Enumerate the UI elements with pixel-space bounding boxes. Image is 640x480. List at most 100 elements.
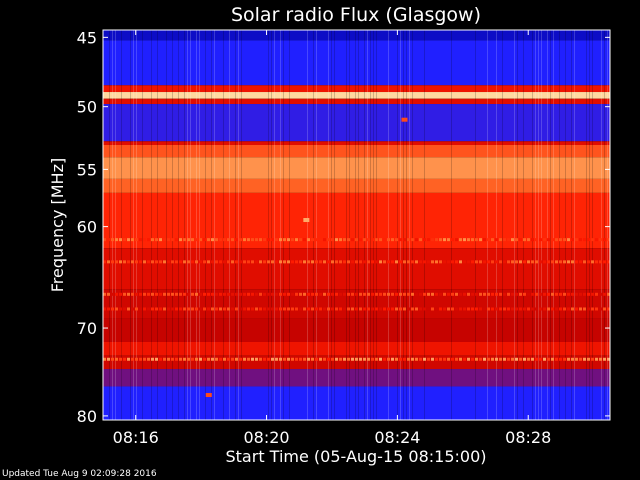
frequency-band — [103, 141, 610, 146]
stripe-cell — [439, 307, 442, 311]
stripe-cell — [603, 307, 606, 311]
stripe-cell — [155, 357, 158, 361]
stripe-cell — [487, 357, 490, 361]
stripe-cell — [479, 307, 482, 311]
stripe-cell — [407, 292, 410, 296]
sweep-line — [547, 30, 548, 420]
stripe-cell — [119, 292, 122, 296]
stripe-cell — [347, 292, 350, 296]
stripe-cell — [295, 238, 298, 242]
sweep-line — [271, 30, 272, 420]
stripe-cell — [223, 260, 226, 264]
stripe-cell — [363, 357, 366, 361]
stripe-cell — [443, 357, 446, 361]
stripe-cell — [471, 307, 474, 311]
sweep-line — [346, 30, 347, 420]
sweep-line — [532, 30, 533, 420]
sweep-line — [349, 30, 350, 420]
sweep-line — [331, 30, 332, 420]
stripe-cell — [563, 238, 566, 242]
sweep-line — [502, 30, 503, 420]
stripe-cell — [503, 238, 506, 242]
stripe-cell — [171, 260, 174, 264]
stripe-cell — [607, 238, 610, 242]
stripe-cell — [403, 307, 406, 311]
stripe-cell — [415, 307, 418, 311]
stripe-cell — [603, 357, 606, 361]
stripe-cell — [559, 357, 562, 361]
stripe-cell — [355, 307, 358, 311]
stripe-cell — [467, 357, 470, 361]
stripe-cell — [251, 307, 254, 311]
stripe-cell — [491, 260, 494, 264]
stripe-cell — [127, 292, 130, 296]
stripe-cell — [155, 307, 158, 311]
stripe-cell — [531, 307, 534, 311]
stripe-cell — [331, 292, 334, 296]
stripe-cell — [479, 260, 482, 264]
stripe-cell — [195, 292, 198, 296]
stripe-cell — [327, 292, 330, 296]
stripe-cell — [563, 307, 566, 311]
stripe-cell — [383, 357, 386, 361]
stripe-cell — [239, 260, 242, 264]
stripe-cell — [363, 292, 366, 296]
stripe-cell — [183, 292, 186, 296]
stripe-cell — [279, 307, 282, 311]
stripe-cell — [135, 357, 138, 361]
stripe-cell — [367, 260, 370, 264]
stripe-cell — [535, 357, 538, 361]
stripe-cell — [371, 307, 374, 311]
sweep-line — [241, 30, 242, 420]
frequency-band — [103, 104, 610, 142]
stripe-cell — [395, 260, 398, 264]
stripe-cell — [311, 292, 314, 296]
stripe-cell — [315, 357, 318, 361]
sweep-line — [424, 30, 425, 420]
stripe-cell — [515, 238, 518, 242]
stripe-cell — [467, 260, 470, 264]
sweep-line — [199, 30, 200, 420]
stripe-cell — [359, 260, 362, 264]
stripe-cell — [479, 238, 482, 242]
stripe-cell — [579, 357, 582, 361]
stripe-cell — [507, 260, 510, 264]
sweep-line — [400, 30, 401, 420]
stripe-cell — [255, 260, 258, 264]
stripe-cell — [555, 357, 558, 361]
stripe-cell — [455, 357, 458, 361]
stripe-cell — [327, 357, 330, 361]
stripe-cell — [107, 292, 110, 296]
stripe-cell — [575, 260, 578, 264]
stripe-cell — [199, 357, 202, 361]
sweep-line — [235, 30, 236, 420]
stripe-cell — [211, 307, 214, 311]
stripe-cell — [259, 307, 262, 311]
stripe-cell — [399, 260, 402, 264]
sweep-line — [364, 30, 365, 420]
stripe-cell — [103, 260, 106, 264]
stripe-cell — [143, 260, 146, 264]
frequency-band — [103, 341, 610, 356]
stripe-cell — [483, 260, 486, 264]
stripe-cell — [339, 238, 342, 242]
stripe-cell — [567, 307, 570, 311]
stripe-cell — [171, 307, 174, 311]
stripe-cell — [491, 238, 494, 242]
stripe-cell — [143, 292, 146, 296]
stripe-cell — [263, 357, 266, 361]
stripe-cell — [503, 307, 506, 311]
stripe-cell — [519, 357, 522, 361]
stripe-cell — [579, 260, 582, 264]
stripe-cell — [443, 292, 446, 296]
stripe-cell — [559, 307, 562, 311]
stripe-cell — [143, 238, 146, 242]
stripe-cell — [407, 260, 410, 264]
stripe-cell — [363, 260, 366, 264]
stripe-cell — [391, 260, 394, 264]
stripe-cell — [571, 238, 574, 242]
stripe-cell — [123, 238, 126, 242]
stripe-cell — [211, 238, 214, 242]
stripe-cell — [431, 238, 434, 242]
stripe-cell — [163, 260, 166, 264]
